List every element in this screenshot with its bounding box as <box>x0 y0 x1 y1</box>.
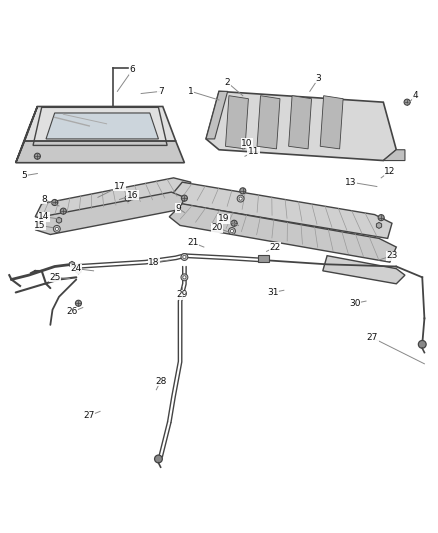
Text: 10: 10 <box>241 139 253 148</box>
Text: 15: 15 <box>34 221 45 230</box>
Text: 8: 8 <box>41 195 47 204</box>
Polygon shape <box>323 256 405 284</box>
Text: 25: 25 <box>49 273 60 282</box>
Circle shape <box>125 195 131 201</box>
Text: 30: 30 <box>350 299 361 308</box>
Circle shape <box>181 195 187 201</box>
Text: 19: 19 <box>218 214 229 223</box>
Text: 4: 4 <box>413 91 419 100</box>
Text: 17: 17 <box>114 182 125 191</box>
Text: 18: 18 <box>148 257 160 266</box>
Polygon shape <box>69 261 74 268</box>
Polygon shape <box>206 91 396 160</box>
Polygon shape <box>226 96 248 149</box>
Polygon shape <box>35 178 191 221</box>
Text: 27: 27 <box>367 333 378 342</box>
Circle shape <box>34 153 40 159</box>
Circle shape <box>240 188 246 194</box>
Circle shape <box>404 99 410 105</box>
Text: 21: 21 <box>187 238 199 247</box>
Circle shape <box>183 276 186 279</box>
Text: 5: 5 <box>21 171 27 180</box>
Text: 14: 14 <box>38 212 49 221</box>
Text: 7: 7 <box>158 87 163 96</box>
Circle shape <box>55 227 58 230</box>
Circle shape <box>75 300 81 306</box>
Circle shape <box>237 195 244 202</box>
Circle shape <box>53 225 60 232</box>
Text: 23: 23 <box>386 251 398 260</box>
Text: 24: 24 <box>71 264 82 273</box>
Text: 2: 2 <box>225 78 230 87</box>
Circle shape <box>52 199 58 206</box>
Circle shape <box>378 215 384 221</box>
Polygon shape <box>16 107 37 163</box>
Polygon shape <box>206 91 228 139</box>
Circle shape <box>418 341 426 348</box>
Text: 12: 12 <box>384 167 396 176</box>
Circle shape <box>181 254 188 261</box>
Polygon shape <box>320 96 343 149</box>
Polygon shape <box>16 141 184 163</box>
Text: 20: 20 <box>211 223 223 232</box>
Text: 31: 31 <box>267 288 279 297</box>
Circle shape <box>60 208 66 214</box>
Polygon shape <box>376 222 381 229</box>
Text: 28: 28 <box>155 377 166 385</box>
Polygon shape <box>46 113 159 139</box>
Polygon shape <box>25 107 176 141</box>
Circle shape <box>231 220 237 227</box>
Circle shape <box>181 274 188 281</box>
Text: 27: 27 <box>84 411 95 420</box>
Circle shape <box>155 455 162 463</box>
Text: 1: 1 <box>188 87 194 96</box>
Polygon shape <box>171 182 392 238</box>
Polygon shape <box>383 150 405 160</box>
Polygon shape <box>76 268 81 274</box>
Text: 22: 22 <box>270 243 281 252</box>
Polygon shape <box>257 96 280 149</box>
Polygon shape <box>35 192 184 235</box>
Text: 11: 11 <box>248 148 259 156</box>
FancyBboxPatch shape <box>258 255 269 262</box>
Circle shape <box>229 228 236 235</box>
Text: 29: 29 <box>177 290 188 299</box>
Text: 3: 3 <box>316 74 321 83</box>
Circle shape <box>239 197 242 200</box>
Text: 6: 6 <box>130 65 135 74</box>
Polygon shape <box>289 96 311 149</box>
Polygon shape <box>169 204 396 262</box>
Text: 9: 9 <box>175 204 181 213</box>
Text: 13: 13 <box>345 177 357 187</box>
Circle shape <box>230 230 233 232</box>
Polygon shape <box>57 217 62 223</box>
Text: 16: 16 <box>127 191 138 200</box>
Circle shape <box>183 255 186 259</box>
Text: 26: 26 <box>66 308 78 317</box>
